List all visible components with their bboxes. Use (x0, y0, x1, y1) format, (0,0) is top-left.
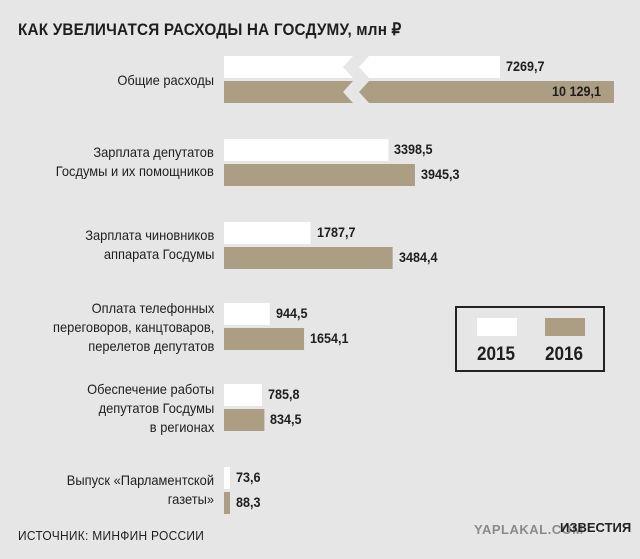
bar-2016-left-part (224, 81, 353, 103)
bar-2015-right-part (359, 56, 500, 78)
category-label-line: газеты» (167, 491, 214, 507)
category-label-line: Выпуск «Парламентской (66, 472, 214, 488)
value-label-2015: 7269,7 (506, 58, 545, 74)
bar-2015 (224, 222, 311, 244)
legend: 2015 2016 (455, 306, 605, 372)
category-label-line: депутатов Госдумы (98, 399, 214, 416)
value-label-2016: 10 129,1 (552, 83, 602, 99)
category-label: Обеспечение работы депутатов Госдумы в рег… (87, 380, 214, 437)
category-label: Зарплата депутатов Госдумы и их помощнико… (56, 143, 214, 181)
category-label-line: Оплата телефонных (91, 299, 214, 316)
category-label: Общие расходы (117, 71, 214, 90)
izvestia-logo: ИЗВЕСТИЯ (560, 520, 632, 535)
value-label-2015: 785,8 (268, 386, 300, 402)
bar-2016 (224, 328, 305, 350)
category-label-line: Госдумы и их помощников (55, 163, 214, 179)
category-label-line: Общие расходы (117, 71, 214, 88)
value-label-2016: 834,5 (270, 411, 302, 427)
category-label: Выпуск «Парламентской газеты» (67, 471, 214, 509)
bar-2015-left-part (224, 56, 353, 78)
value-label-2015: 944,5 (275, 305, 308, 321)
value-label-2015: 3398,5 (394, 141, 434, 157)
category-label-line: Зарплата депутатов (93, 144, 214, 160)
category-label-line: Обеспечение работы (86, 380, 214, 397)
bar-2015 (224, 303, 270, 325)
value-label-2015: 73,6 (236, 469, 261, 485)
bar-2016-right-part (359, 81, 614, 103)
category-label: Оплата телефонных переговоров, канцтоваро… (53, 299, 214, 356)
value-label-2016: 88,3 (236, 494, 261, 510)
category-label-line: Зарплата чиновников (84, 227, 214, 243)
legend-swatch-2016 (545, 318, 585, 336)
value-label-2016: 3945,3 (420, 166, 460, 182)
yaplakal-watermark: YAPLAKAL.COM (474, 522, 584, 537)
value-label-2016: 1654,1 (310, 330, 349, 346)
legend-label-2015: 2015 (477, 344, 516, 365)
bar-2016 (224, 409, 265, 431)
legend-label-2016: 2016 (545, 344, 584, 365)
legend-swatch-2015 (477, 318, 517, 336)
value-label-2015: 1787,7 (316, 224, 356, 240)
bar-2015 (224, 467, 230, 489)
category-label-line: перелетов депутатов (87, 337, 214, 354)
category-label-line: в регионах (149, 418, 214, 435)
source-note: ИСТОЧНИК: МИНФИН РОССИИ (18, 528, 205, 543)
value-label-2016: 3484,4 (398, 249, 438, 265)
bar-2016 (224, 492, 230, 514)
bar-2015 (224, 384, 263, 406)
category-label-line: аппарата Госдумы (103, 246, 214, 262)
chart-title: КАК УВЕЛИЧАТСЯ РАСХОДЫ НА ГОСДУМУ, млн ₽ (18, 20, 402, 39)
category-label: Зарплата чиновников аппарата Госдумы (85, 226, 214, 264)
bar-2016 (224, 247, 393, 269)
bar-2015 (224, 139, 389, 161)
bar-2016 (224, 164, 415, 186)
category-label-line: переговоров, канцтоваров, (52, 318, 214, 335)
